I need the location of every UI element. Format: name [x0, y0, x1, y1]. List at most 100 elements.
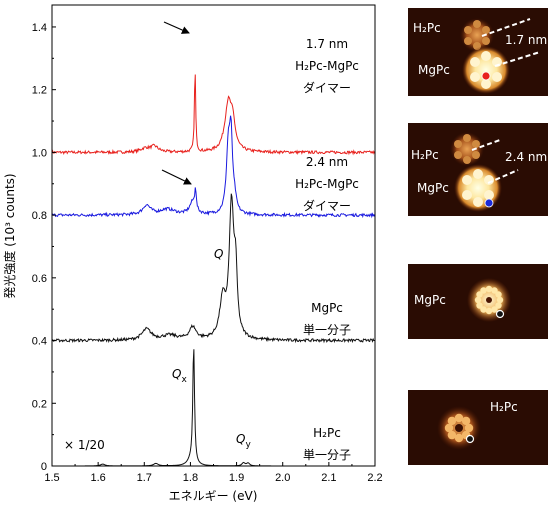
stm-image-dimer-2-4nm: H₂Pc MgPc 2.4 nm — [408, 123, 548, 216]
q-label: Q — [214, 247, 223, 261]
spectra-curves — [51, 74, 376, 467]
center-dashed-line — [487, 169, 519, 184]
y-tick-label: 1.2 — [32, 85, 47, 97]
molecule-lobe — [481, 51, 491, 61]
y-tick-label: 1.0 — [32, 147, 47, 159]
x-tick-label: 1.7 — [137, 472, 152, 484]
molecule-lobe — [495, 291, 502, 298]
qx-sub: x — [181, 375, 187, 385]
h2pc-molecule-lobes — [464, 20, 490, 50]
tip-position-dot — [465, 434, 475, 444]
image-label: H₂Pc — [411, 148, 439, 162]
molecule-lobe — [454, 413, 464, 423]
h2pc-molecule-lobes — [444, 413, 474, 443]
series-label-line: H₂Pc — [313, 426, 341, 440]
tip-position-dot — [484, 198, 494, 208]
molecule-lobe — [462, 175, 472, 185]
stm-image-mgpc: MgPc — [408, 264, 548, 339]
center-dashed-line — [471, 139, 501, 151]
molecule-lobe — [496, 296, 504, 304]
molecule-lobe — [492, 72, 502, 82]
molecule-lobe — [464, 37, 472, 45]
molecule-lobe — [476, 291, 483, 298]
peak-arrow-red — [163, 21, 190, 34]
molecule-lobe — [491, 306, 498, 313]
series-label-blue: 2.4 nm H₂Pc-MgPc ダイマー — [295, 155, 359, 213]
molecule-lobe — [485, 307, 493, 315]
x-tick-label: 1.8 — [183, 472, 198, 484]
image-label: MgPc — [414, 293, 446, 307]
molecule-lobe — [463, 156, 471, 164]
molecule-lobe — [480, 287, 487, 294]
molecule-lobe — [482, 26, 490, 34]
molecule-lobe — [454, 151, 462, 159]
plot-frame — [51, 4, 376, 467]
molecule-lobe — [444, 423, 454, 433]
h2pc-molecule-lobes — [454, 134, 480, 164]
series-label-line: H₂Pc-MgPc — [295, 59, 359, 73]
image-label: H₂Pc — [490, 400, 518, 414]
x-axis-label: エネルギー (eV) — [169, 489, 258, 503]
molecule-lobe — [447, 416, 457, 426]
mgpc-molecule-lobes — [474, 285, 504, 315]
tip-position-dot — [495, 309, 505, 319]
molecule-lobe — [470, 57, 480, 67]
series-label-line: H₂Pc-MgPc — [295, 177, 359, 191]
molecule-lobe — [480, 306, 487, 313]
series-label-line: ダイマー — [303, 80, 351, 95]
molecule-lobe — [495, 302, 502, 309]
molecule-lobe — [462, 190, 472, 200]
molecule-lobe — [473, 197, 483, 207]
series-label-line: 2.4 nm — [306, 155, 348, 169]
molecule-lobe — [473, 20, 481, 28]
qy-sub: y — [245, 440, 251, 450]
x-tick-label: 2.0 — [275, 472, 290, 484]
series-label-line: 単一分子 — [303, 323, 351, 337]
molecule-center — [455, 424, 463, 432]
x-tick-label: 1.6 — [90, 472, 105, 484]
stm-image-dimer-1-7nm: H₂Pc MgPc 1.7 nm — [408, 8, 548, 96]
x-tick-label: 2.1 — [321, 472, 336, 484]
molecule-lobe — [461, 416, 471, 426]
distance-label: 1.7 nm — [505, 33, 547, 47]
qy-label: Qy — [236, 432, 251, 450]
image-label: MgPc — [417, 181, 449, 195]
molecule-lobe — [484, 190, 494, 200]
qx-label: Qx — [172, 367, 187, 385]
image-label: H₂Pc — [413, 21, 441, 35]
x-tick-label: 1.5 — [44, 472, 59, 484]
series-label-line: ダイマー — [303, 198, 351, 213]
spectrum-series-0 — [51, 74, 376, 156]
molecule-lobe — [482, 37, 490, 45]
qx-main: Q — [172, 367, 181, 381]
molecule-lobe — [476, 302, 483, 309]
molecule-center — [486, 297, 492, 303]
series-label-h2pc: H₂Pc 単一分子 — [303, 426, 351, 462]
molecule-lobe — [481, 79, 491, 89]
spectrum-series-1 — [51, 115, 375, 219]
x-tick-label: 1.9 — [229, 472, 244, 484]
axis-ticks: 1.5 1.6 1.7 1.8 1.9 2.0 2.1 2.2 0 0.2 0.4 0.6 0.8 1.0… — [32, 22, 383, 484]
series-label-line: 単一分子 — [303, 448, 351, 462]
mgpc-molecule-lobes — [462, 169, 494, 207]
molecule-lobe — [472, 140, 480, 148]
distance-label: 2.4 nm — [505, 150, 547, 164]
series-label-line: MgPc — [311, 301, 343, 315]
molecule-lobe — [464, 423, 474, 433]
peak-arrow-blue — [161, 169, 192, 185]
y-tick-label: 0.8 — [32, 210, 47, 222]
tip-position-dot — [481, 71, 491, 81]
qy-main: Q — [236, 432, 245, 446]
molecule-lobe — [472, 151, 480, 159]
chart: 1.5 1.6 1.7 1.8 1.9 2.0 2.1 2.2 0 0.2 0.4 0.6 0.8 1.0… — [2, 4, 383, 503]
y-tick-label: 1.4 — [32, 22, 47, 34]
series-label-line: 1.7 nm — [306, 37, 348, 51]
molecule-lobe — [447, 430, 457, 440]
molecule-lobe — [464, 26, 472, 34]
series-label-red: 1.7 nm H₂Pc-MgPc ダイマー — [295, 37, 359, 95]
y-axis-label: 発光強度 (10³ counts) — [2, 173, 17, 298]
y-tick-label: 0.2 — [32, 398, 47, 410]
y-tick-label: 0.4 — [32, 336, 47, 348]
stm-image-h2pc: H₂Pc — [408, 390, 548, 465]
